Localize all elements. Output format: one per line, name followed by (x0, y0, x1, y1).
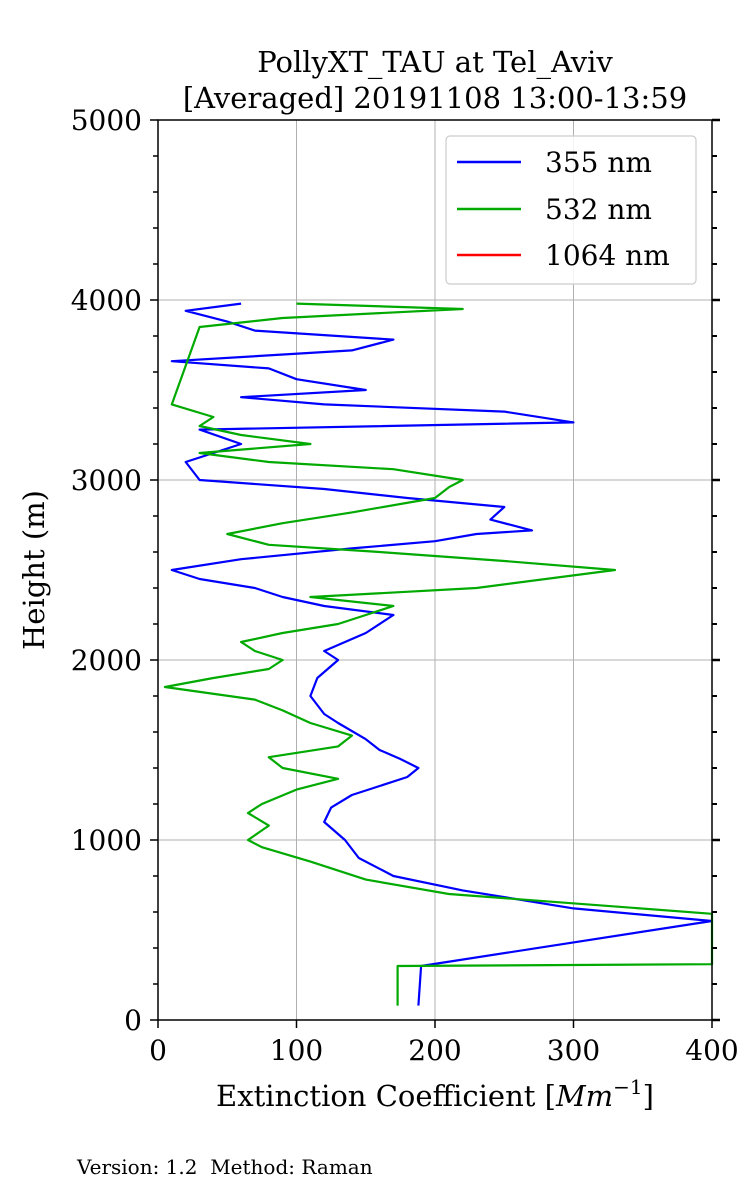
footer-version-method: Version: 1.2 Method: Raman (77, 1155, 373, 1179)
series-layer (163, 302, 714, 1006)
axis-ticks (150, 118, 720, 1028)
y-tick-label: 2000 (71, 644, 142, 677)
series-line-532-nm (163, 302, 714, 1006)
x-axis-label-exponent: −1 (613, 1075, 642, 1099)
x-axis-label-unit: Mm (555, 1079, 613, 1113)
x-tick-label: 100 (270, 1034, 323, 1067)
series-line-355-nm (170, 302, 714, 1006)
chart-title-line1: PollyXT_TAU at Tel_Aviv (257, 45, 613, 80)
x-tick-label: 200 (408, 1034, 461, 1067)
chart-title-line2: [Averaged] 20191108 13:00-13:59 (183, 81, 687, 115)
y-axis-label: Height (m) (17, 490, 51, 650)
x-tick-label: 400 (685, 1034, 738, 1067)
y-tick-label: 0 (124, 1004, 142, 1037)
x-tick-label: 0 (149, 1034, 167, 1067)
y-tick-label: 3000 (71, 464, 142, 497)
y-tick-label: 5000 (71, 104, 142, 137)
y-tick-label: 1000 (71, 824, 142, 857)
legend: 355 nm 532 nm 1064 nm (445, 135, 697, 285)
legend-label-355: 355 nm (545, 146, 652, 179)
x-axis-label-close: ] (643, 1079, 654, 1113)
extinction-profile-chart: PollyXT_TAU at Tel_Aviv [Averaged] 20191… (17, 45, 739, 1113)
legend-label-532: 532 nm (545, 193, 652, 226)
legend-box (445, 135, 697, 285)
y-tick-label: 4000 (71, 284, 142, 317)
legend-label-1064: 1064 nm (545, 239, 670, 272)
x-tick-label: 300 (547, 1034, 600, 1067)
x-axis-label: Extinction Coefficient [Mm−1] (216, 1075, 654, 1113)
x-axis-label-text: Extinction Coefficient [ (216, 1079, 556, 1113)
